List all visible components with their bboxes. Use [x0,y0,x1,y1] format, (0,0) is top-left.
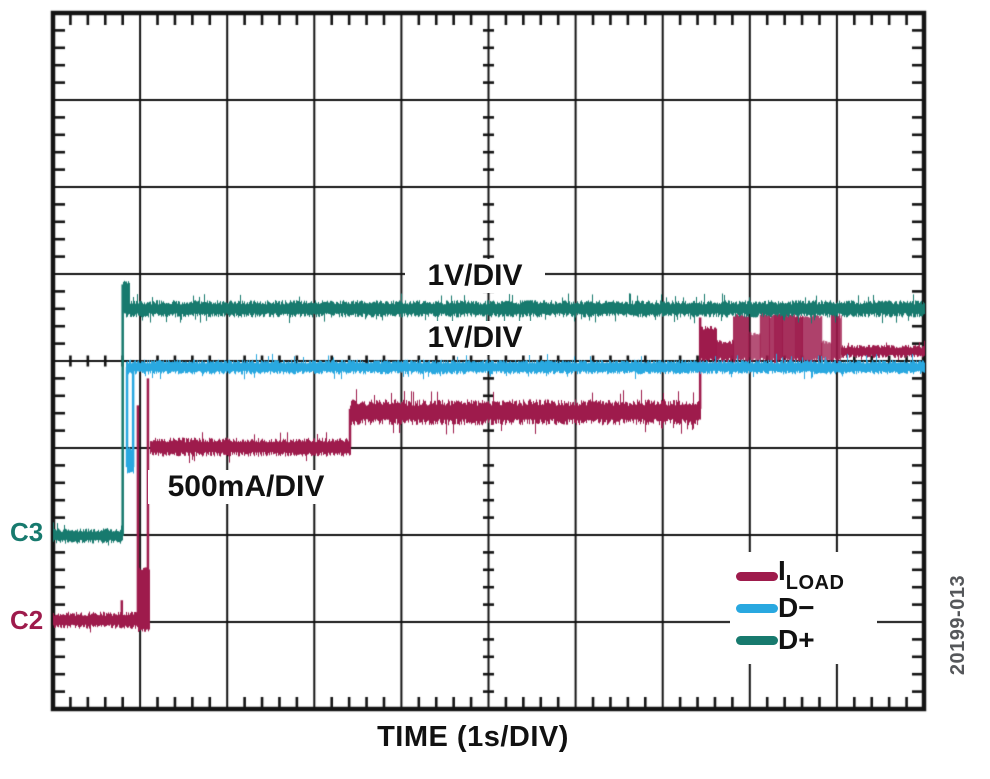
iload-scale-label: 500mA/DIV [148,470,344,504]
channel-marker-c2: C2 [10,605,44,635]
legend-label-iload-sub: LOAD [785,571,845,594]
legend-label-dminus: D− [778,592,815,623]
dminus-scale-label: 1V/DIV [405,321,545,355]
legend: ILOAD D− D+ [730,552,877,664]
legend-label-iload: I [778,555,786,587]
legend-item-dplus: D+ [736,624,877,656]
legend-item-dminus: D− [736,592,877,624]
x-axis-label: TIME (1s/DIV) [377,721,569,753]
legend-label-dplus: D+ [778,624,815,655]
channel-marker-c3: C3 [10,517,44,547]
figure-number: 20199-013 [947,574,969,676]
dplus-scale-label: 1V/DIV [405,259,545,293]
legend-swatch-dplus [736,635,778,645]
legend-swatch-iload [736,571,778,581]
legend-item-iload: ILOAD [736,556,877,594]
legend-swatch-dminus [736,603,778,613]
